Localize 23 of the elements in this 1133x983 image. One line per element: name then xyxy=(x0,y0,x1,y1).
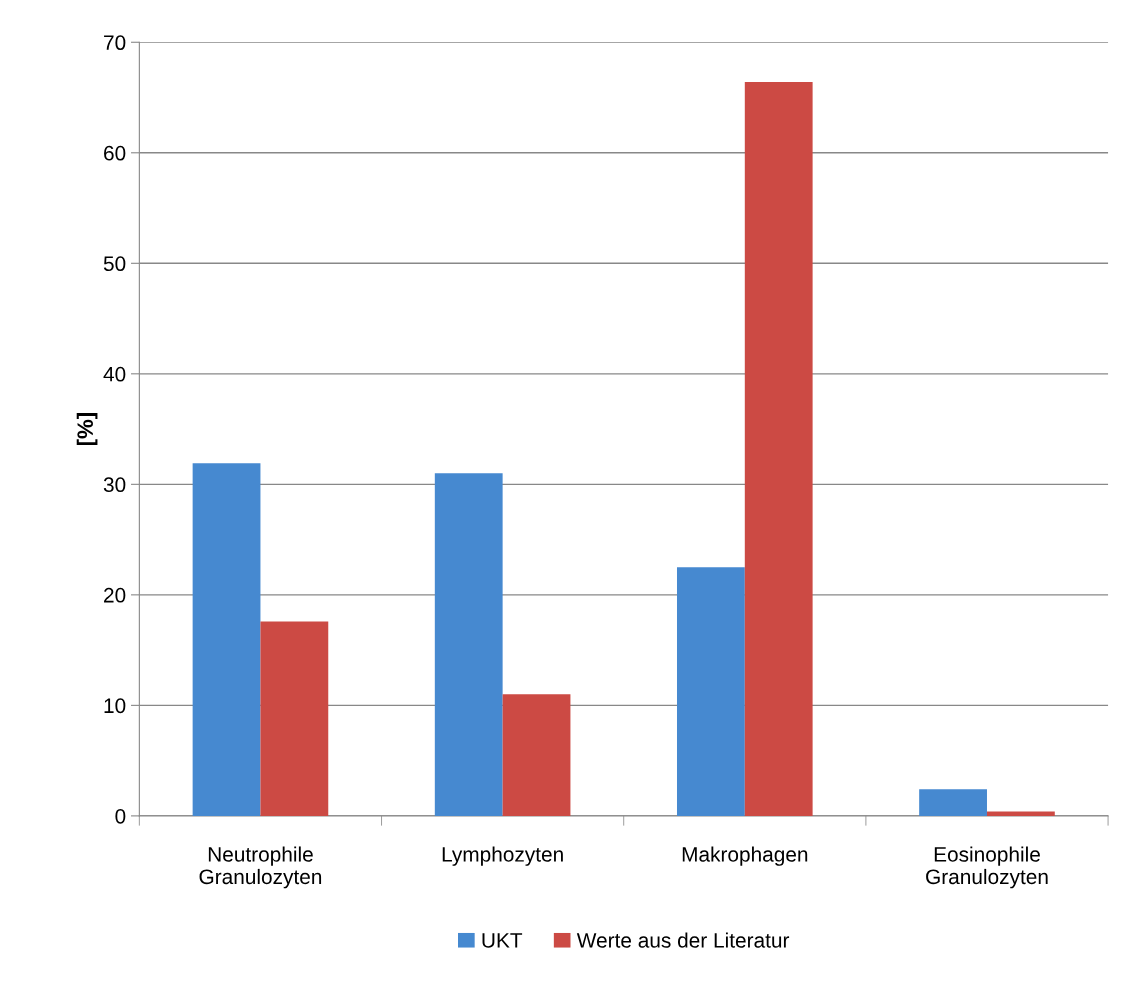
y-tick-label: 40 xyxy=(103,366,126,382)
legend-label: UKT xyxy=(482,933,523,948)
bar xyxy=(677,567,745,816)
x-tick-label: Lymphozyten xyxy=(442,846,563,866)
bar xyxy=(919,789,987,816)
bar xyxy=(192,463,261,816)
y-axis-title: [%] xyxy=(76,413,98,446)
bar xyxy=(986,811,1055,816)
x-tick-label: Neutrophile Granulozyten xyxy=(199,846,322,889)
y-tick-label: 70 xyxy=(104,35,126,51)
y-tick-label: 60 xyxy=(104,145,126,161)
x-tick-label: Eosinophile Granulozyten xyxy=(926,846,1048,889)
y-tick-label: 30 xyxy=(103,477,126,493)
y-tick-label: 50 xyxy=(103,256,126,272)
y-tick-label: 10 xyxy=(104,698,126,714)
y-tick-label: 20 xyxy=(104,587,126,603)
x-tick-label: Makrophagen xyxy=(682,846,808,866)
bar xyxy=(744,82,813,816)
legend-label: Werte aus der Literatur xyxy=(576,932,790,948)
bar xyxy=(260,621,329,816)
bar xyxy=(502,694,571,816)
y-tick-label: 0 xyxy=(115,808,126,824)
bar xyxy=(434,473,503,816)
